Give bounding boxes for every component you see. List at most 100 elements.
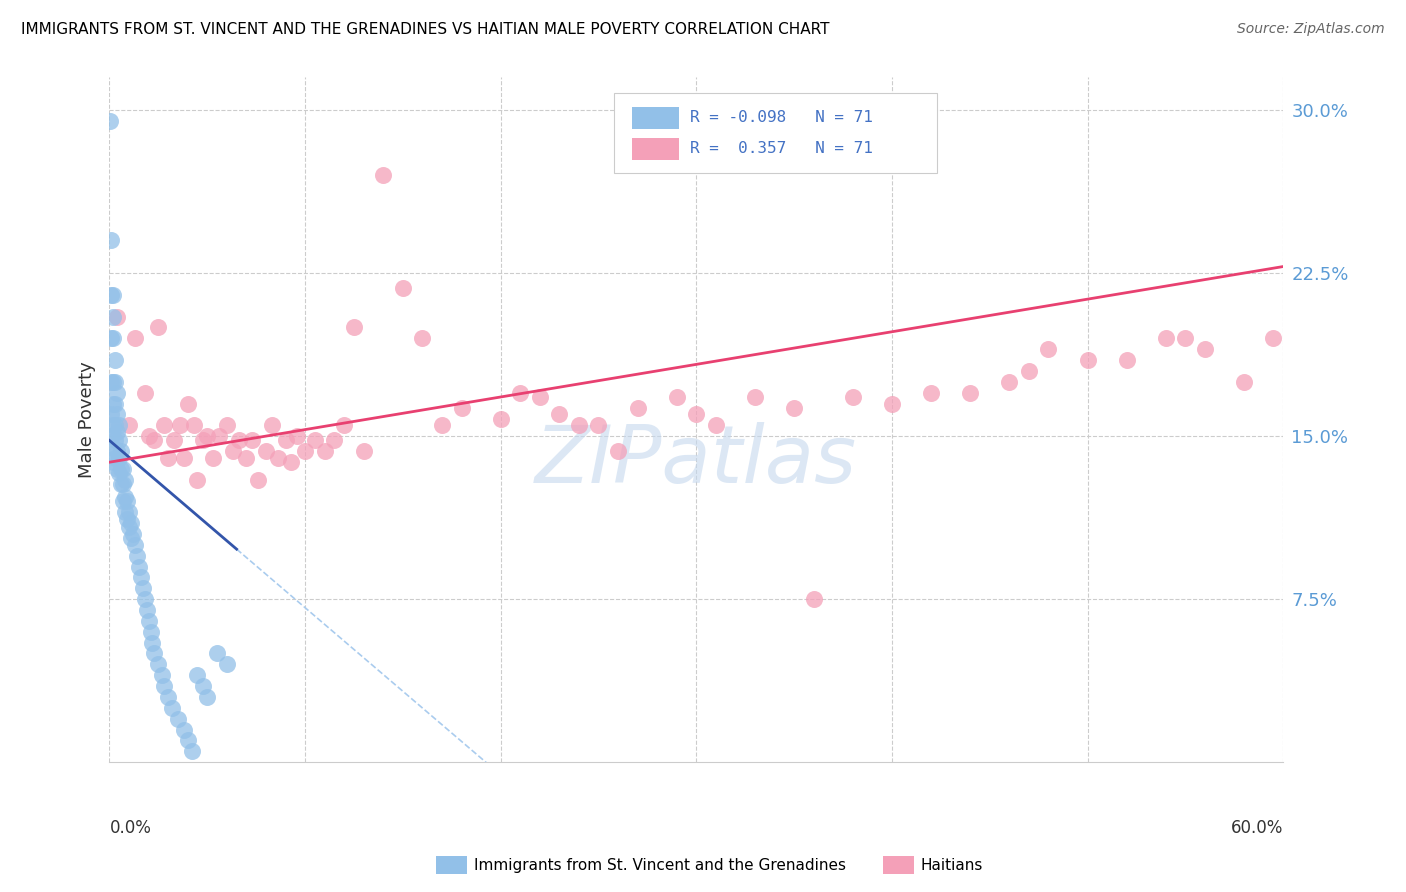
Point xyxy=(103,288,125,302)
Point xyxy=(160,701,183,715)
Point xyxy=(568,418,591,433)
Point xyxy=(373,168,395,182)
Point xyxy=(105,385,128,400)
Point xyxy=(135,603,157,617)
Point xyxy=(704,418,727,433)
Point xyxy=(110,444,132,458)
Point xyxy=(304,434,326,448)
Point xyxy=(626,401,648,415)
Point xyxy=(240,434,263,448)
Point xyxy=(157,690,180,704)
Point xyxy=(173,723,195,737)
Point xyxy=(132,581,155,595)
Point xyxy=(114,490,136,504)
FancyBboxPatch shape xyxy=(631,107,679,128)
Point xyxy=(125,549,148,563)
Point xyxy=(195,429,218,443)
Point xyxy=(489,411,512,425)
Point xyxy=(267,450,290,465)
Text: R = -0.098   N = 71: R = -0.098 N = 71 xyxy=(690,111,873,126)
Point xyxy=(333,418,356,433)
Point xyxy=(100,375,122,389)
Text: ZIPatlas: ZIPatlas xyxy=(536,422,858,500)
Point xyxy=(150,668,173,682)
Point xyxy=(118,520,141,534)
Text: R =  0.357   N = 71: R = 0.357 N = 71 xyxy=(690,141,873,156)
Point xyxy=(138,429,160,443)
Point xyxy=(118,505,141,519)
Point xyxy=(115,494,138,508)
Point xyxy=(195,690,218,704)
Point xyxy=(803,592,825,607)
Point xyxy=(120,531,142,545)
Point xyxy=(228,434,250,448)
Point xyxy=(186,473,208,487)
Point xyxy=(202,450,225,465)
Point xyxy=(104,418,127,433)
Point xyxy=(105,425,128,439)
Point xyxy=(260,418,283,433)
Point xyxy=(153,418,176,433)
Point xyxy=(314,444,336,458)
Point xyxy=(193,434,215,448)
Point xyxy=(115,512,138,526)
Point xyxy=(108,434,131,448)
Point xyxy=(153,679,176,693)
Text: 60.0%: 60.0% xyxy=(1230,819,1284,837)
Point xyxy=(1174,331,1197,345)
Point xyxy=(411,331,433,345)
Point xyxy=(509,385,531,400)
Point xyxy=(108,450,131,465)
Text: Source: ZipAtlas.com: Source: ZipAtlas.com xyxy=(1237,22,1385,37)
Point xyxy=(607,444,630,458)
Point xyxy=(112,461,135,475)
Point xyxy=(998,375,1021,389)
Point xyxy=(148,320,170,334)
Point xyxy=(183,418,205,433)
Point xyxy=(842,390,865,404)
Point xyxy=(103,331,125,345)
Point xyxy=(103,440,125,454)
Point xyxy=(124,538,146,552)
Point xyxy=(169,418,191,433)
Point xyxy=(180,744,202,758)
FancyBboxPatch shape xyxy=(614,93,936,173)
Point xyxy=(110,477,132,491)
Point xyxy=(104,450,127,465)
Point xyxy=(104,375,127,389)
Point xyxy=(1194,342,1216,356)
Point xyxy=(1115,353,1137,368)
Point xyxy=(105,408,128,422)
Point xyxy=(665,390,688,404)
Point xyxy=(588,418,610,433)
Point xyxy=(100,408,122,422)
Point xyxy=(108,418,131,433)
Point xyxy=(105,444,128,458)
Point xyxy=(353,444,375,458)
Point xyxy=(122,527,145,541)
Point xyxy=(167,712,190,726)
Point xyxy=(294,444,316,458)
Text: 0.0%: 0.0% xyxy=(110,819,152,837)
Point xyxy=(163,434,186,448)
Point xyxy=(134,592,156,607)
Point xyxy=(103,375,125,389)
Point xyxy=(100,429,122,443)
Point xyxy=(103,418,125,433)
Point xyxy=(247,473,270,487)
Point xyxy=(235,450,257,465)
Point xyxy=(205,647,228,661)
Point xyxy=(1018,364,1040,378)
Text: Haitians: Haitians xyxy=(921,858,983,872)
Point xyxy=(120,516,142,530)
Point xyxy=(100,288,122,302)
Point xyxy=(104,353,127,368)
Point xyxy=(783,401,806,415)
Point xyxy=(114,505,136,519)
Point xyxy=(193,679,215,693)
Point xyxy=(1076,353,1098,368)
Text: IMMIGRANTS FROM ST. VINCENT AND THE GRENADINES VS HAITIAN MALE POVERTY CORRELATI: IMMIGRANTS FROM ST. VINCENT AND THE GREN… xyxy=(21,22,830,37)
Point xyxy=(1038,342,1060,356)
Point xyxy=(1263,331,1285,345)
Point xyxy=(215,418,238,433)
